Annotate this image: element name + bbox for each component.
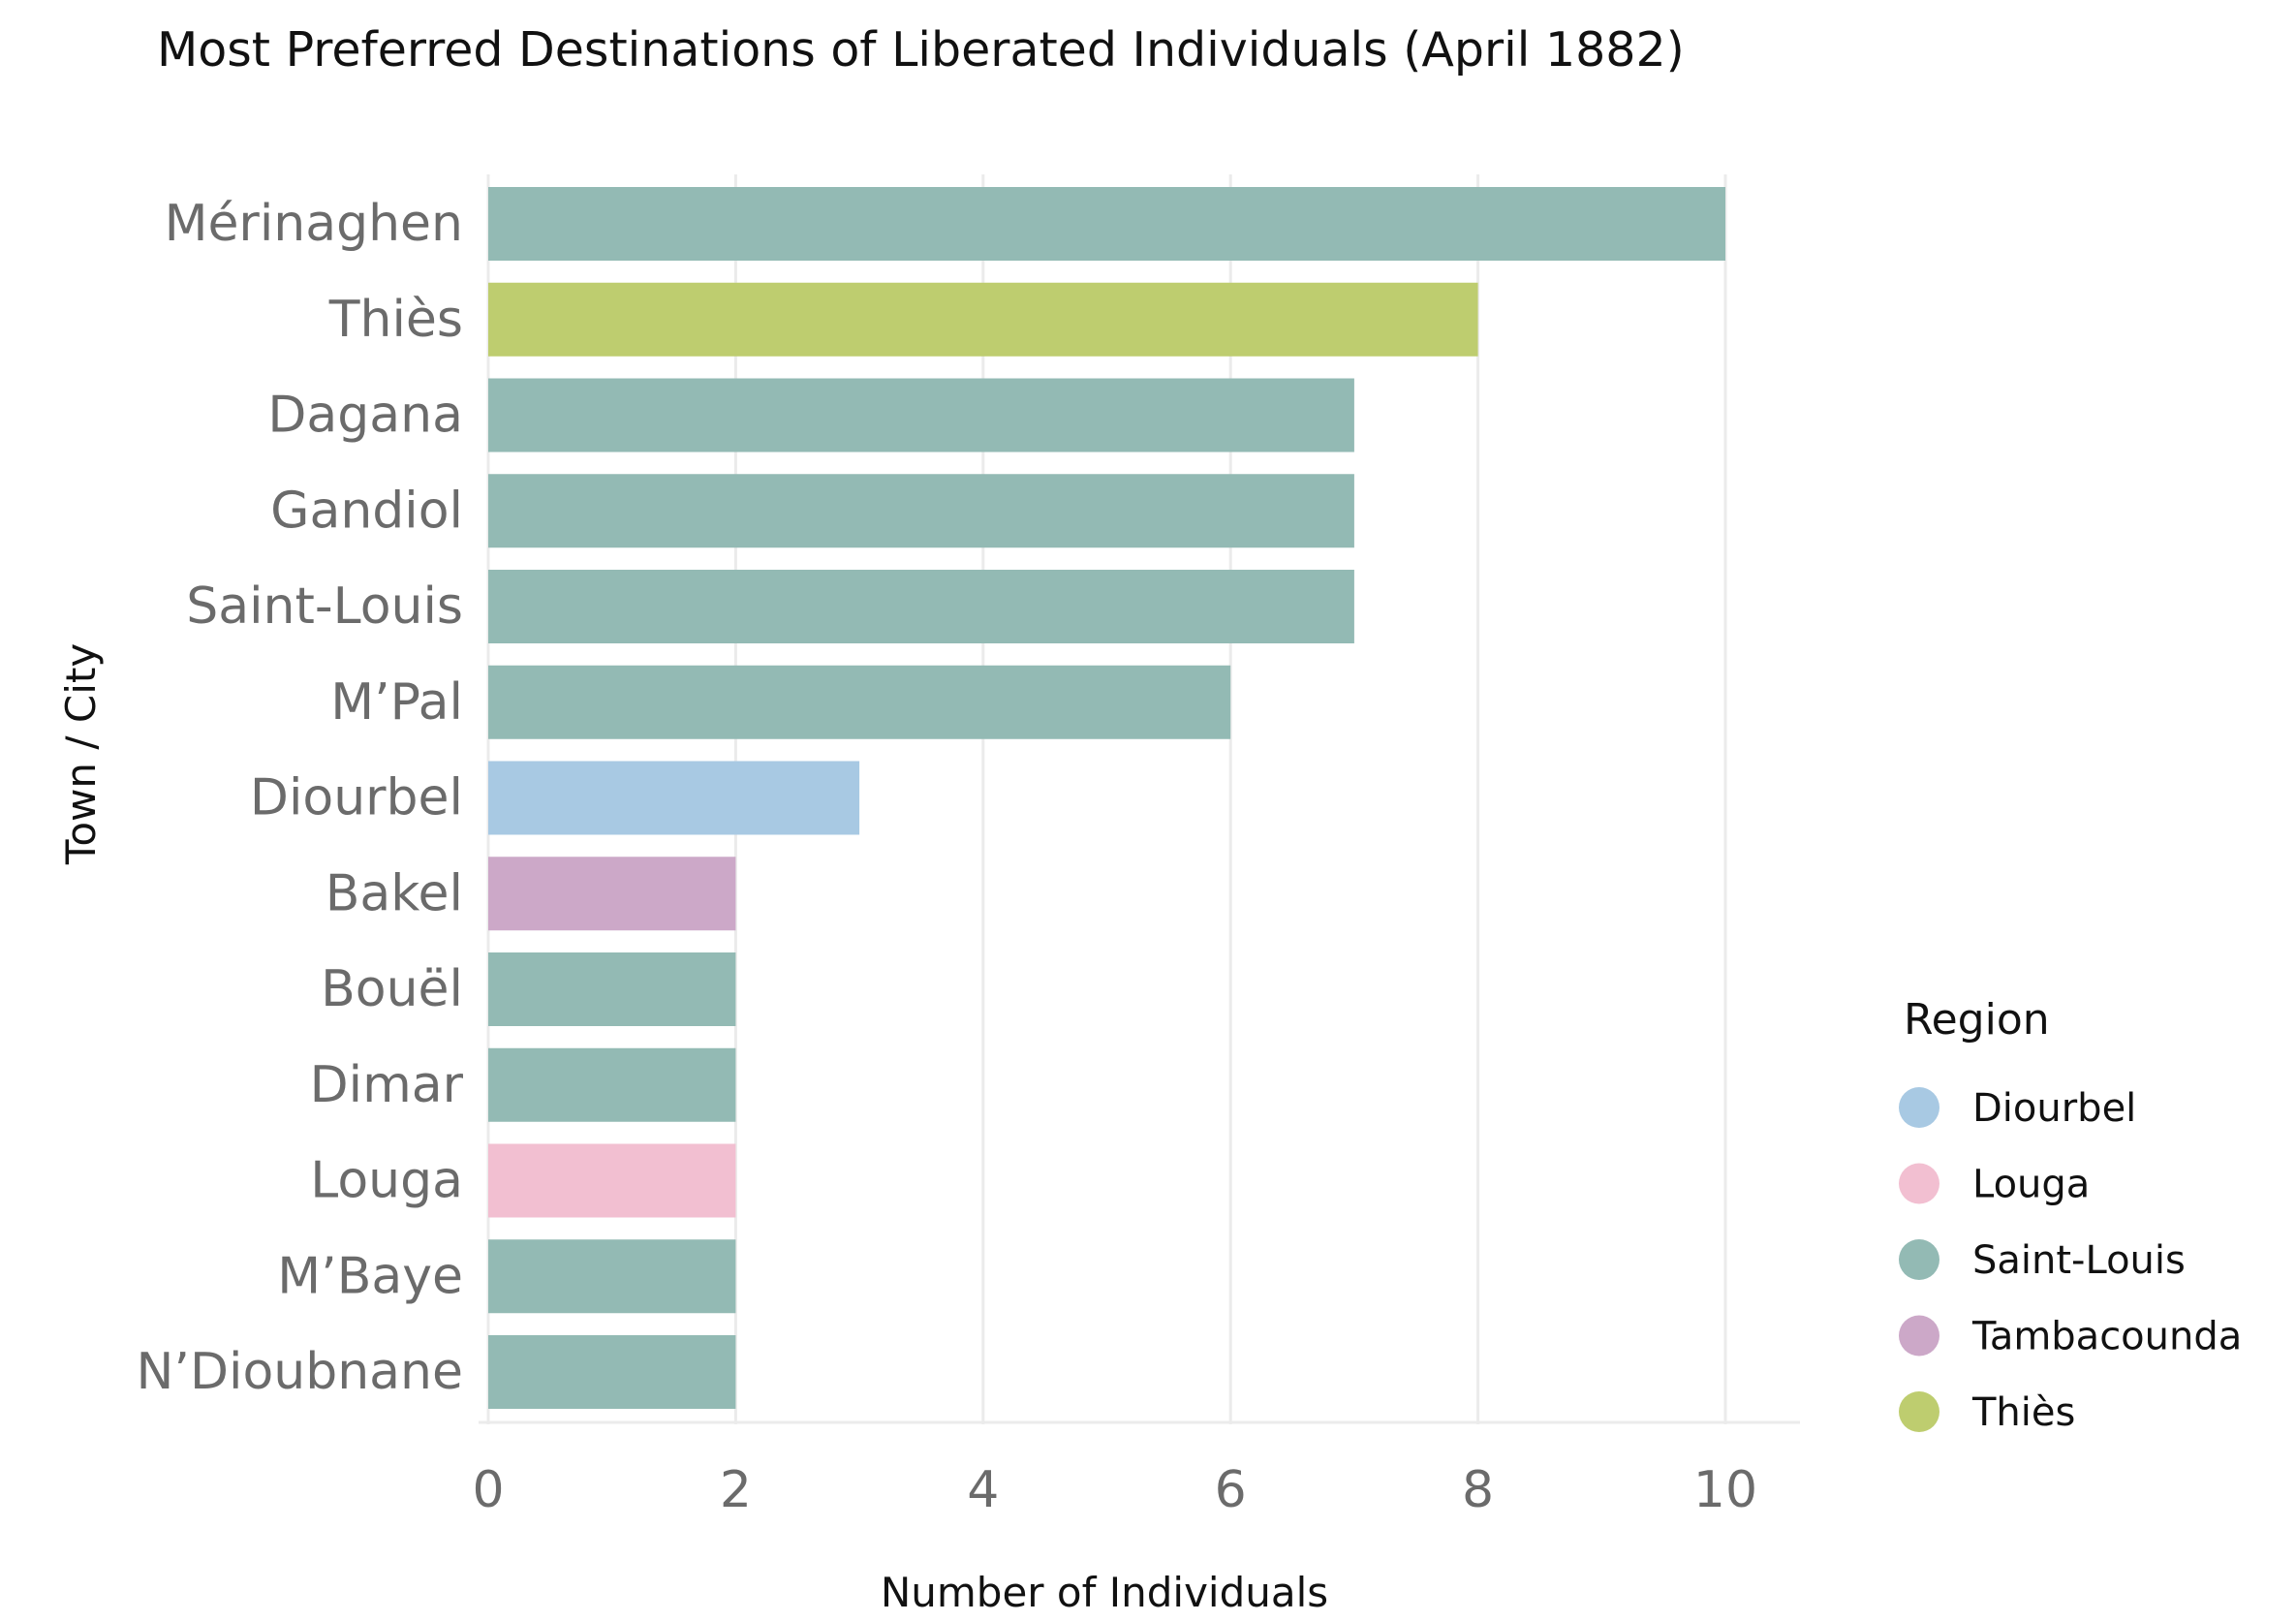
x-axis-tick-labels: 0 2 4 6 8 10 (472, 1461, 1757, 1519)
legend-swatch (1899, 1239, 1939, 1280)
y-tick-label: M’Baye (277, 1247, 463, 1305)
legend-swatch (1899, 1087, 1939, 1128)
y-tick-label: Dimar (310, 1056, 464, 1114)
legend-label: Saint-Louis (1972, 1238, 2186, 1283)
bar (488, 1239, 736, 1314)
bars (488, 187, 1725, 1409)
bar (488, 1143, 736, 1218)
bar (488, 187, 1725, 261)
y-tick-label: Mérinaghen (165, 195, 463, 253)
y-tick-label: N’Dioubnane (137, 1343, 463, 1401)
y-tick-label: Gandiol (270, 482, 463, 540)
chart-title: Most Preferred Destinations of Liberated… (157, 22, 1685, 78)
legend-items: Diourbel Louga Saint-Louis Tambacounda Thiès (1899, 1086, 2242, 1435)
y-tick-label: Bouël (321, 960, 463, 1018)
legend-label: Tambacounda (1971, 1315, 2242, 1359)
legend-swatch (1899, 1163, 1939, 1204)
legend-label: Louga (1972, 1163, 2090, 1207)
bar (488, 761, 860, 835)
y-tick-label: Louga (310, 1152, 463, 1210)
bar (488, 952, 736, 1026)
y-tick-label: Bakel (326, 864, 463, 922)
bar (488, 1047, 736, 1122)
bar (488, 474, 1354, 548)
y-tick-label: Dagana (267, 387, 463, 445)
x-axis-title: Number of Individuals (881, 1569, 1328, 1616)
bar (488, 378, 1354, 452)
bar (488, 570, 1354, 643)
x-tick-label: 10 (1693, 1461, 1757, 1519)
legend-label: Diourbel (1972, 1086, 2136, 1131)
y-axis-tick-labels: Mérinaghen Thiès Dagana Gandiol Saint-Louis M… (137, 195, 464, 1401)
y-tick-label: Saint-Louis (186, 577, 463, 636)
y-tick-label: Diourbel (250, 769, 463, 827)
legend: Region Diourbel Louga Saint-Louis Tambacoun… (1899, 995, 2242, 1435)
bar (488, 1335, 736, 1409)
bar (488, 665, 1231, 739)
legend-title: Region (1904, 995, 2050, 1045)
y-tick-label: M’Pal (330, 673, 463, 732)
bar (488, 857, 736, 931)
x-tick-label: 6 (1215, 1461, 1247, 1519)
x-tick-label: 8 (1462, 1461, 1494, 1519)
y-tick-label: Thiès (328, 291, 463, 349)
y-axis-title: Town / City (57, 643, 105, 865)
x-tick-label: 2 (720, 1461, 752, 1519)
x-tick-label: 4 (967, 1461, 999, 1519)
x-tick-label: 0 (472, 1461, 504, 1519)
legend-swatch (1899, 1315, 1939, 1357)
bar (488, 282, 1478, 357)
legend-swatch (1899, 1391, 1939, 1432)
legend-label: Thiès (1971, 1390, 2075, 1435)
